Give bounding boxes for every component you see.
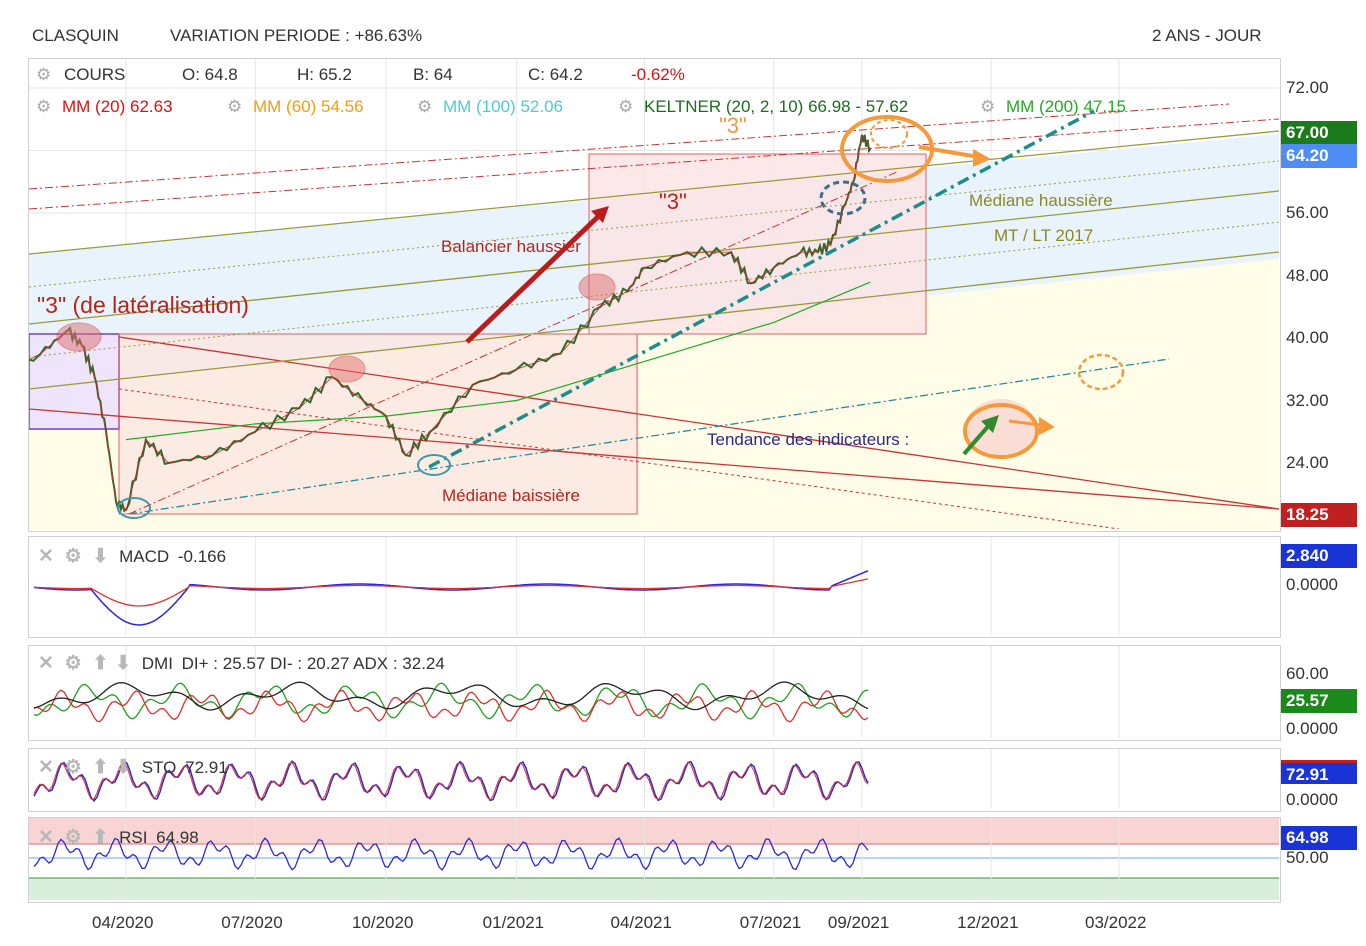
arrow-up-icon[interactable]: ⬆: [92, 757, 109, 778]
ticker-title: CLASQUIN: [32, 26, 119, 45]
sto-chart: [33, 749, 1120, 809]
x-tick-label: 12/2021: [957, 913, 1019, 932]
high-value: H: 65.2: [297, 65, 352, 84]
close-icon[interactable]: ✕: [38, 653, 54, 674]
gear-icon[interactable]: ⚙: [64, 757, 82, 778]
macd-zero-label: 0.0000: [1286, 575, 1338, 594]
keltner-legend: ⚙ KELTNER (20, 2, 10) 66.98 - 57.62: [618, 97, 909, 116]
y-tick-label: 40.00: [1286, 328, 1329, 347]
dmi-zero-label: 0.0000: [1286, 719, 1338, 738]
gear-icon[interactable]: ⚙: [36, 65, 52, 84]
sto-zero-label: 0.0000: [1286, 790, 1338, 809]
mediane-haussiere-annotation: Médiane haussière: [969, 191, 1113, 210]
low-price-tag: 18.25: [1281, 503, 1357, 527]
sto-tag: 72.91: [1281, 760, 1357, 784]
dmi-legend: ✕ ⚙ ⬆ ⬇ DMI DI+ : 25.57 DI- : 20.27 ADX …: [38, 653, 445, 674]
mm60-legend: ⚙ MM (60) 54.56: [227, 97, 364, 116]
sto-panel: [28, 748, 1281, 812]
close-icon[interactable]: ✕: [38, 827, 54, 848]
gear-icon[interactable]: ⚙: [618, 97, 634, 116]
sto-legend: ✕ ⚙ ⬆ ⬇ STO 72.91: [38, 757, 228, 778]
gear-icon[interactable]: ⚙: [417, 97, 433, 116]
quote-legend: ⚙ COURS: [36, 65, 125, 85]
macd-tag: 2.840: [1281, 544, 1357, 568]
macd-panel: [28, 536, 1281, 638]
cours-label: COURS: [63, 65, 126, 84]
x-tick-label: 10/2020: [351, 913, 414, 932]
lateral-annotation: "3" (de latéralisation): [37, 292, 249, 318]
gear-icon[interactable]: ⚙: [64, 546, 82, 567]
x-tick-label: 07/2021: [739, 913, 802, 932]
close-value: C: 64.2: [528, 65, 583, 84]
macd-legend: ✕ ⚙ ⬇ MACD -0.166: [38, 546, 227, 567]
mm20-legend: ⚙ MM (20) 62.63: [36, 97, 173, 116]
low-value: B: 64: [413, 65, 453, 84]
gear-icon[interactable]: ⚙: [227, 97, 243, 116]
rsi-mid-label: 50.00: [1286, 848, 1329, 867]
mt-lt-annotation: MT / LT 2017: [994, 226, 1093, 245]
last-price-tag: 64.20: [1281, 144, 1357, 168]
three-top-annotation: "3": [719, 113, 747, 138]
y-tick-label: 32.00: [1286, 390, 1329, 410]
y-tick-label: 72.00: [1286, 78, 1329, 97]
arrow-down-icon[interactable]: ⬇: [115, 653, 132, 674]
x-tick-label: 07/2020: [221, 913, 283, 932]
change-value: -0.62%: [631, 65, 685, 84]
tendance-annotation: Tendance des indicateurs :: [707, 430, 909, 449]
y-tick-label: 24.00: [1286, 453, 1329, 472]
gear-icon[interactable]: ⚙: [980, 97, 996, 116]
x-tick-label: 09/2021: [827, 913, 890, 932]
y-tick-label: 56.00: [1286, 203, 1329, 222]
dmi-top-label: 60.00: [1286, 664, 1329, 683]
dmi-tag: 25.57: [1281, 689, 1357, 713]
close-icon[interactable]: ✕: [38, 546, 54, 567]
rsi-legend: ✕ ⚙ ⬆ RSI 64.98: [38, 827, 199, 848]
rsi-tag: 64.98: [1281, 826, 1357, 850]
period-selector[interactable]: 2 ANS - JOUR: [1152, 26, 1262, 45]
mm200-legend: ⚙ MM (200) 47.15: [980, 97, 1126, 116]
arrow-up-icon[interactable]: ⬆: [92, 653, 109, 674]
y-tick-label: 48.00: [1286, 265, 1329, 285]
x-tick-label: 03/2022: [1085, 913, 1147, 932]
mm100-legend: ⚙ MM (100) 52.06: [417, 97, 563, 116]
rsi-chart: [29, 818, 1279, 900]
x-tick-label: 04/2021: [610, 913, 672, 932]
mediane-baissiere-annotation: Médiane baissière: [442, 486, 580, 505]
balancier-annotation: Balancier haussier: [441, 237, 581, 256]
three-mid-annotation: "3": [659, 189, 687, 214]
x-tick-label: 01/2021: [482, 913, 545, 932]
arrow-down-icon[interactable]: ⬇: [115, 757, 132, 778]
x-tick-label: 04/2020: [92, 913, 154, 932]
macd-chart: [33, 537, 1120, 635]
price-chart: "3" (de latéralisation) Balancier haussi…: [29, 59, 1279, 529]
arrow-up-icon[interactable]: ⬆: [92, 827, 109, 848]
gear-icon[interactable]: ⚙: [36, 97, 52, 116]
keltner-upper-tag: 67.00: [1281, 121, 1357, 145]
close-icon[interactable]: ✕: [38, 757, 54, 778]
arrow-down-icon[interactable]: ⬇: [92, 546, 109, 567]
gear-icon[interactable]: ⚙: [64, 827, 82, 848]
mm200-line: [125, 281, 871, 441]
dmi-chart: [33, 646, 1120, 738]
dmi-panel: [28, 645, 1281, 741]
open-value: O: 64.8: [182, 65, 238, 84]
gear-icon[interactable]: ⚙: [64, 653, 82, 674]
variation-text: VARIATION PERIODE : +86.63%: [170, 26, 423, 45]
